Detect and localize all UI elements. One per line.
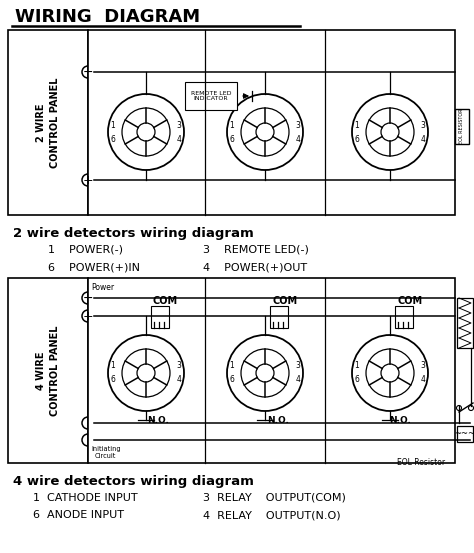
Text: 3    REMOTE LED(-): 3 REMOTE LED(-) [203,245,309,255]
Text: 1    POWER(-): 1 POWER(-) [48,245,123,255]
Text: 4 WIRE
CONTROL PANEL: 4 WIRE CONTROL PANEL [36,325,60,416]
Text: 3: 3 [296,362,301,371]
Text: 4: 4 [176,375,182,384]
Text: REMOTE LED
INDICATOR: REMOTE LED INDICATOR [191,91,231,101]
Text: 6: 6 [229,134,235,143]
Bar [88,278,455,463]
Text: 4    POWER(+)OUT: 4 POWER(+)OUT [203,262,307,272]
Text: 2 WIRE
CONTROL PANEL: 2 WIRE CONTROL PANEL [36,77,60,168]
Bar [395,306,413,328]
Text: COM: COM [273,296,298,306]
Bar [88,30,455,215]
Bar [151,306,169,328]
Text: −: − [83,291,93,305]
Text: 1: 1 [229,362,234,371]
Text: 1: 1 [355,362,359,371]
Bar [8,278,88,463]
Text: 4 wire detectors wiring diagram: 4 wire detectors wiring diagram [13,475,254,488]
Text: EOL Resistor: EOL Resistor [397,458,445,467]
Text: 4: 4 [420,134,426,143]
Text: WIRING  DIAGRAM: WIRING DIAGRAM [15,8,200,26]
Text: 3: 3 [296,121,301,129]
Text: 3: 3 [176,362,182,371]
Text: 3  RELAY    OUTPUT(COM): 3 RELAY OUTPUT(COM) [203,493,346,503]
Text: EOL RESISTOR: EOL RESISTOR [459,108,465,144]
Text: 4: 4 [176,134,182,143]
Text: 4: 4 [296,134,301,143]
Text: 2 wire detectors wiring diagram: 2 wire detectors wiring diagram [13,227,254,240]
Text: 6  ANODE INPUT: 6 ANODE INPUT [33,510,124,520]
Bar [455,108,469,143]
Text: +: + [82,174,93,186]
Text: 3: 3 [420,121,426,129]
Text: COM: COM [153,296,178,306]
Text: Initiating
Circuit: Initiating Circuit [91,446,120,459]
Text: 6: 6 [229,375,235,384]
Text: N.O.: N.O. [267,416,289,425]
Bar [8,30,88,215]
Text: 1: 1 [229,121,234,129]
Text: 6: 6 [110,134,116,143]
Text: 1  CATHODE INPUT: 1 CATHODE INPUT [33,493,137,503]
Text: 1: 1 [110,121,115,129]
Text: 6: 6 [355,375,359,384]
Text: 3: 3 [176,121,182,129]
Text: Power: Power [91,283,114,292]
Text: ~~~: ~~~ [455,430,474,439]
Bar [457,298,473,348]
Text: N.O.: N.O. [147,416,169,425]
Text: 4: 4 [420,375,426,384]
Text: N.O.: N.O. [389,416,411,425]
Text: 3: 3 [420,362,426,371]
Text: 1: 1 [110,362,115,371]
Text: 6    POWER(+)IN: 6 POWER(+)IN [48,262,140,272]
Text: 4  RELAY    OUTPUT(N.O): 4 RELAY OUTPUT(N.O) [203,510,341,520]
Text: −: − [83,65,93,79]
Text: 6: 6 [110,375,116,384]
Bar [457,426,473,442]
Bar [185,82,237,110]
Bar [270,306,288,328]
Text: +: + [82,310,93,322]
Text: 6: 6 [355,134,359,143]
Text: COM: COM [397,296,422,306]
Text: 4: 4 [296,375,301,384]
Text: 1: 1 [355,121,359,129]
